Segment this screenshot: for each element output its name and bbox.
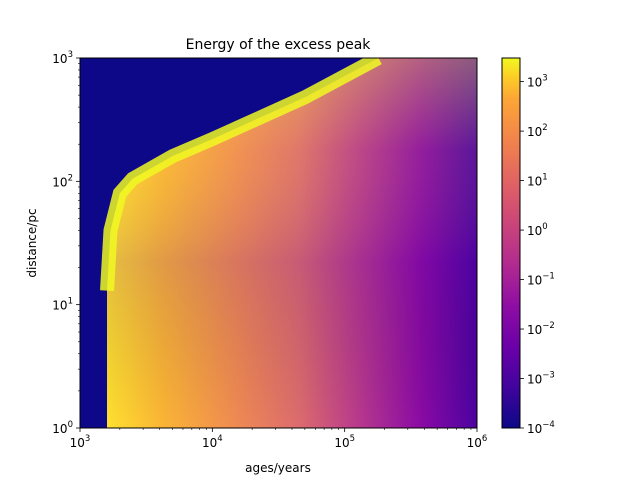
- y-tick-label-exponent: 0: [68, 420, 73, 430]
- colorbar-tick-label-base: 10: [527, 125, 542, 139]
- y-tick-label: 103: [52, 50, 73, 66]
- y-tick-label-exponent: 1: [68, 297, 73, 307]
- x-axis: 103 104 105 106: [70, 428, 488, 450]
- colorbar-tick-label-base: 10: [527, 175, 542, 189]
- colorbar-tick-label-exponent: 2: [542, 123, 547, 133]
- colorbar-tick-label-exponent: 1: [542, 173, 547, 183]
- x-tick-label: 106: [467, 434, 488, 450]
- x-tick-label-exponent: 6: [482, 434, 487, 444]
- plot-frame: [79, 57, 478, 429]
- colorbar-tick-label-base: 10: [527, 224, 542, 238]
- colorbar-tick-label-exponent: −3: [542, 371, 555, 381]
- colorbar-tick-label: 102: [527, 123, 548, 139]
- x-tick-label: 104: [202, 434, 223, 450]
- x-tick-label-base: 10: [202, 436, 217, 450]
- colorbar-gradient: [501, 57, 521, 429]
- x-tick-label-exponent: 3: [85, 434, 90, 444]
- y-tick-label-base: 10: [52, 175, 67, 189]
- colorbar-tick-label: 10−3: [527, 371, 555, 387]
- x-tick-label: 103: [70, 434, 91, 450]
- y-tick-label: 101: [52, 297, 73, 313]
- x-tick-label-base: 10: [467, 436, 482, 450]
- colorbar-tick-label-exponent: −1: [542, 272, 555, 282]
- colorbar-tick-label-exponent: −2: [542, 321, 555, 331]
- x-tick-label-base: 10: [70, 436, 85, 450]
- y-tick-label-exponent: 2: [68, 173, 73, 183]
- heatmap-boundary-glow: [100, 58, 382, 292]
- colorbar-tick-label: 101: [527, 173, 548, 189]
- colorbar-tick-label: 10−4: [527, 420, 555, 436]
- y-tick-label-exponent: 3: [68, 50, 73, 60]
- y-tick-label: 102: [52, 173, 73, 189]
- colorbar-tick-label: 10−1: [527, 272, 555, 288]
- colorbar-tick-label: 10−2: [527, 321, 555, 337]
- colorbar-tick-label: 100: [527, 222, 548, 238]
- colorbar-tick-label-exponent: 3: [542, 74, 547, 84]
- chart-title: Energy of the excess peak: [186, 37, 372, 53]
- y-tick-label-base: 10: [52, 299, 67, 313]
- y-tick-label-base: 10: [52, 422, 67, 436]
- x-tick-label-exponent: 5: [350, 434, 355, 444]
- plot-area: [80, 58, 477, 428]
- colorbar-tick-label-exponent: 0: [542, 222, 547, 232]
- x-tick-label-exponent: 4: [217, 434, 222, 444]
- colorbar-tick-label-base: 10: [527, 274, 542, 288]
- x-tick-label-base: 10: [334, 436, 349, 450]
- colorbar-tick-label-base: 10: [527, 76, 542, 90]
- y-tick-label: 100: [52, 420, 73, 436]
- x-tick-label: 105: [334, 434, 355, 450]
- colorbar-tick-label-base: 10: [527, 323, 542, 337]
- colorbar-tick-label-base: 10: [527, 422, 542, 436]
- y-tick-label-base: 10: [52, 52, 67, 66]
- colorbar-tick-label: 103: [527, 74, 548, 90]
- y-axis-label: distance/pc: [25, 208, 39, 277]
- x-axis-label: ages/years: [245, 461, 311, 475]
- colorbar-tick-label-base: 10: [527, 373, 542, 387]
- colorbar-tick-label-exponent: −4: [542, 420, 555, 430]
